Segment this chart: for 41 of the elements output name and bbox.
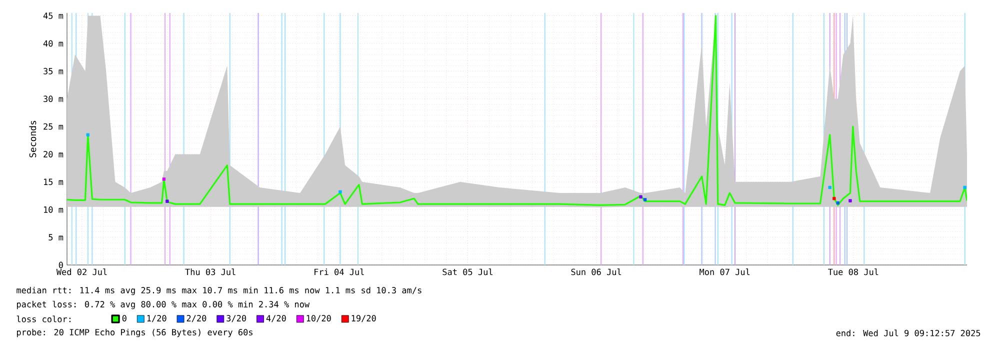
x-tick-label: Tue 08 Jul <box>828 268 878 276</box>
y-tick-label: 25 m <box>44 123 64 130</box>
y-tick-label: 30 m <box>44 96 64 102</box>
y-tick-label: 45 m <box>43 12 64 19</box>
point <box>832 196 836 200</box>
point <box>166 200 169 203</box>
x-tick-label: Mon 07 Jul <box>700 268 750 276</box>
y-tick-label: 35 m <box>44 68 64 74</box>
point <box>643 198 647 202</box>
y-tick-label: 5 m <box>48 234 64 240</box>
point <box>639 195 642 198</box>
point <box>963 186 966 190</box>
point <box>338 190 342 194</box>
legend-label: 3/20 <box>226 315 246 322</box>
point <box>848 199 852 202</box>
x-tick-label: Sat 05 Jul <box>442 268 492 276</box>
text: probe: 20 ICMP Echo Pings (56 Bytes) every 60s <box>17 328 252 338</box>
y-tick-label: 15 m <box>44 178 64 186</box>
y-tick-label: 10 m <box>44 206 64 213</box>
y-axis-title: Seconds <box>29 120 36 158</box>
legend-label: 19/20 <box>352 315 376 322</box>
legend-label: 1/20 <box>147 315 166 322</box>
legend-label: 0 <box>122 315 126 322</box>
x-tick-label: Fri 04 Jul <box>314 268 364 276</box>
x-tick-label: Wed 02 Jul <box>56 268 107 276</box>
point <box>86 133 90 136</box>
text: packet loss: 0.72 % avg 80.00 % max 0.00 % min 2.34 % now <box>17 300 310 310</box>
x-tick-label: Sun 06 Jul <box>571 268 622 276</box>
y-tick-label: 20 m <box>44 151 64 158</box>
legend-label: 2/20 <box>186 315 206 322</box>
legend-label: 10/20 <box>306 315 331 322</box>
point <box>828 186 832 190</box>
text: end: Wed Jul 9 09:12:57 2025 <box>836 330 980 336</box>
y-tick-label: 0 <box>58 262 63 268</box>
x-tick-label: Thu 03 Jul <box>185 268 236 276</box>
y-tick-label: 40 m <box>43 40 64 47</box>
text: median rtt: 11.4 ms avg 25.9 ms max 10.7 ms min 11.6 ms now 1.1 ms sd 10.3 am/s <box>16 286 422 296</box>
point <box>836 201 840 205</box>
point <box>162 178 166 181</box>
legend-title: loss color: <box>16 316 70 322</box>
legend-label: 4/20 <box>266 315 286 322</box>
